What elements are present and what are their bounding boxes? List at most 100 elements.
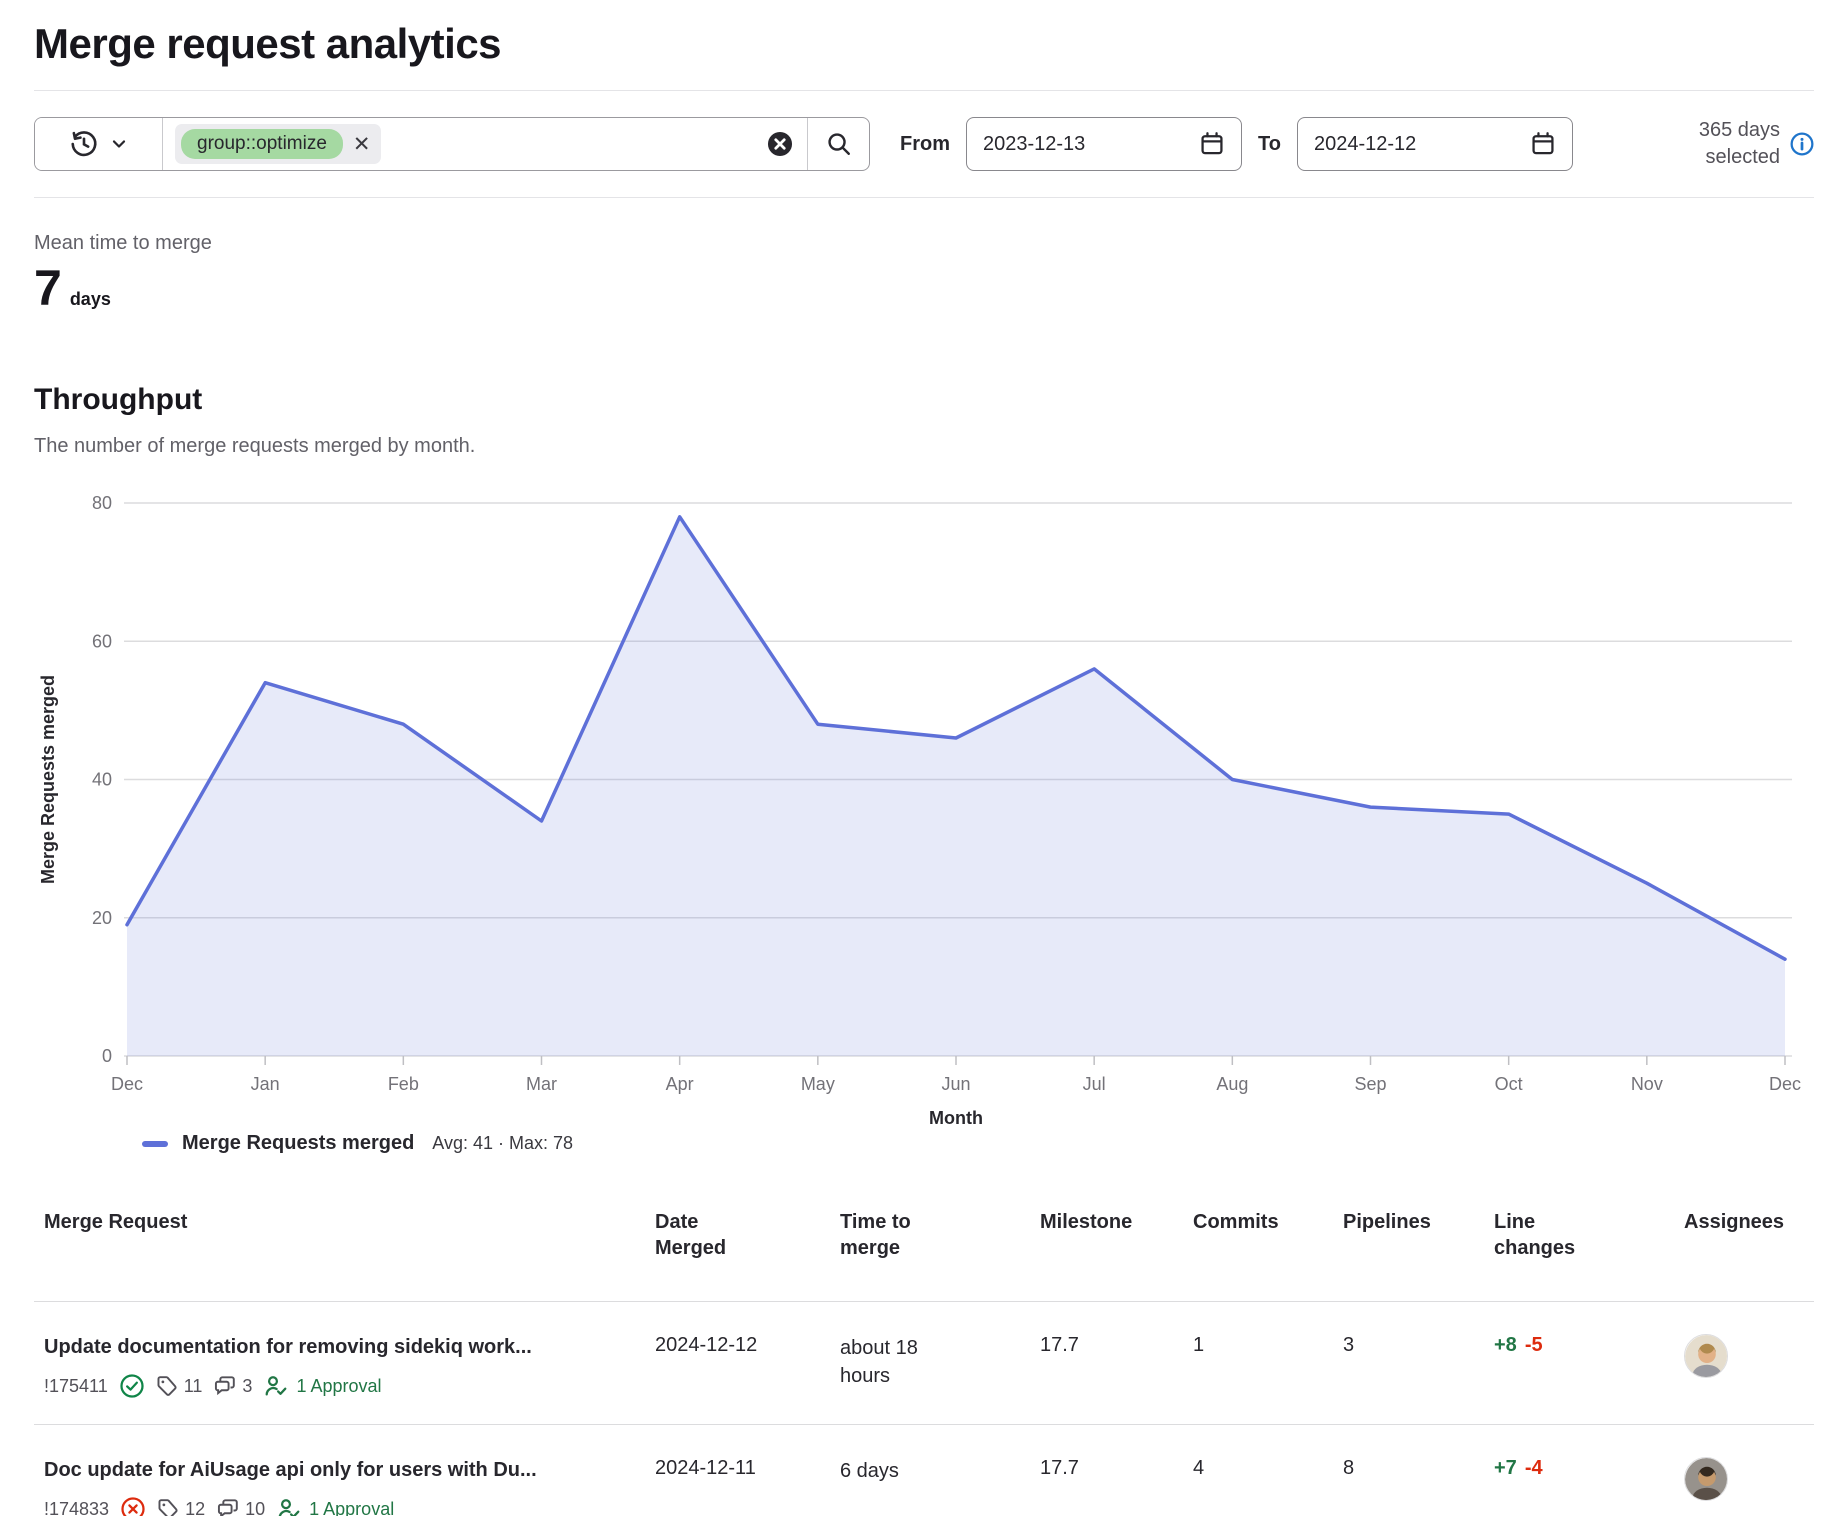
col-assignees: Assignees [1684, 1209, 1824, 1235]
col-commits: Commits [1193, 1209, 1343, 1235]
svg-text:Apr: Apr [666, 1074, 694, 1094]
line-changes: +7 -4 [1494, 1457, 1684, 1480]
svg-text:80: 80 [92, 493, 112, 513]
comments-icon [214, 1375, 236, 1397]
legend-label: Merge Requests merged [182, 1132, 414, 1155]
approvals: 1 Approval [277, 1497, 394, 1516]
milestone: 17.7 [1040, 1457, 1193, 1480]
clear-search-button[interactable] [767, 118, 793, 170]
svg-text:Merge Requests merged: Merge Requests merged [38, 675, 58, 884]
svg-text:Sep: Sep [1354, 1074, 1386, 1094]
svg-text:Jan: Jan [251, 1074, 280, 1094]
approvals-text: 1 Approval [296, 1376, 381, 1397]
token-remove-icon[interactable]: ✕ [353, 134, 371, 155]
col-time-to-merge: Time to merge [840, 1209, 960, 1261]
page-title: Merge request analytics [34, 0, 1814, 90]
filter-token-input[interactable]: group::optimize ✕ [163, 118, 767, 170]
labels-icon [157, 1498, 179, 1516]
metric-label: Mean time to merge [34, 232, 1814, 255]
svg-text:0: 0 [102, 1046, 112, 1066]
labels-count: 11 [184, 1376, 203, 1397]
filtered-search: group::optimize ✕ [34, 117, 870, 171]
mr-status-icon [120, 1374, 144, 1398]
table-row: Doc update for AiUsage api only for user… [34, 1425, 1814, 1516]
svg-text:60: 60 [92, 631, 112, 651]
metric-value: 7 [34, 259, 62, 317]
info-icon[interactable] [1790, 132, 1814, 156]
throughput-subtitle: The number of merge requests merged by m… [34, 435, 1814, 458]
svg-text:Jun: Jun [941, 1074, 970, 1094]
svg-text:Jul: Jul [1083, 1074, 1106, 1094]
svg-text:May: May [801, 1074, 835, 1094]
legend-stats: Avg: 41 · Max: 78 [432, 1133, 573, 1154]
commits: 4 [1193, 1457, 1343, 1480]
approvals-text: 1 Approval [309, 1499, 394, 1516]
svg-text:Aug: Aug [1216, 1074, 1248, 1094]
chart-legend[interactable]: Merge Requests merged Avg: 41 · Max: 78 [142, 1132, 1814, 1155]
date-merged: 2024-12-12 [655, 1334, 840, 1357]
time-to-merge: 6 days [840, 1457, 960, 1485]
clear-icon [767, 131, 793, 157]
merge-request-table: Merge Request Date Merged Time to merge … [34, 1195, 1814, 1516]
days-selected: 365 days selected [1664, 117, 1814, 171]
approval-icon [264, 1374, 288, 1398]
time-to-merge: about 18 hours [840, 1334, 960, 1390]
svg-text:40: 40 [92, 770, 112, 790]
milestone: 17.7 [1040, 1334, 1193, 1357]
throughput-chart: 0 20 40 60 80 Dec Jan Feb Mar Apr May Jun Jul Aug Sep O… [34, 468, 1824, 1130]
search-icon [826, 131, 852, 157]
date-merged: 2024-12-11 [655, 1457, 840, 1480]
calendar-icon [1530, 131, 1556, 157]
to-label: To [1258, 133, 1281, 156]
metric-unit: days [70, 289, 111, 310]
filter-bar: group::optimize ✕ [34, 91, 1814, 198]
col-merge-request: Merge Request [34, 1209, 655, 1235]
col-pipelines: Pipelines [1343, 1209, 1494, 1235]
col-line-changes: Line changes [1494, 1209, 1624, 1261]
search-history-button[interactable] [35, 118, 163, 170]
table-row: Update documentation for removing sideki… [34, 1302, 1814, 1425]
deletions: -5 [1525, 1334, 1543, 1356]
legend-swatch [142, 1141, 168, 1147]
assignee-avatar[interactable] [1684, 1334, 1728, 1378]
mr-ref: !174833 [44, 1499, 109, 1516]
line-changes: +8 -5 [1494, 1334, 1684, 1357]
from-date-input[interactable]: 2023-12-13 [966, 117, 1242, 171]
date-range: From 2023-12-13 To 2024-12-12 [900, 117, 1573, 171]
from-date-value: 2023-12-13 [983, 133, 1085, 156]
labels-icon [156, 1375, 178, 1397]
mr-ref: !175411 [44, 1376, 108, 1397]
assignee-avatar[interactable] [1684, 1457, 1728, 1501]
comments-icon [217, 1498, 239, 1516]
throughput-title: Throughput [34, 383, 1814, 417]
search-button[interactable] [807, 118, 869, 170]
calendar-icon [1199, 131, 1225, 157]
deletions: -4 [1525, 1457, 1543, 1479]
svg-text:Dec: Dec [1769, 1074, 1801, 1094]
comments-count: 10 [245, 1499, 265, 1516]
to-date-input[interactable]: 2024-12-12 [1297, 117, 1573, 171]
approvals: 1 Approval [264, 1374, 381, 1398]
from-label: From [900, 133, 950, 156]
col-milestone: Milestone [1040, 1209, 1193, 1235]
svg-text:Oct: Oct [1495, 1074, 1523, 1094]
history-icon [69, 129, 99, 159]
col-date-merged: Date Merged [655, 1209, 785, 1261]
filter-token: group::optimize ✕ [175, 124, 381, 164]
mean-time-metric: Mean time to merge 7 days [34, 232, 1814, 317]
mr-title-link[interactable]: Doc update for AiUsage api only for user… [44, 1457, 655, 1483]
chevron-down-icon [109, 134, 129, 154]
svg-text:Mar: Mar [526, 1074, 557, 1094]
to-date-value: 2024-12-12 [1314, 133, 1416, 156]
svg-text:20: 20 [92, 908, 112, 928]
filter-token-label: group::optimize [181, 129, 343, 159]
additions: +8 [1494, 1334, 1517, 1356]
mr-title-link[interactable]: Update documentation for removing sideki… [44, 1334, 655, 1360]
pipelines: 8 [1343, 1457, 1494, 1480]
pipelines: 3 [1343, 1334, 1494, 1357]
additions: +7 [1494, 1457, 1517, 1479]
svg-text:Nov: Nov [1631, 1074, 1663, 1094]
approval-icon [277, 1497, 301, 1516]
svg-text:Feb: Feb [388, 1074, 419, 1094]
labels-count: 12 [185, 1499, 205, 1516]
